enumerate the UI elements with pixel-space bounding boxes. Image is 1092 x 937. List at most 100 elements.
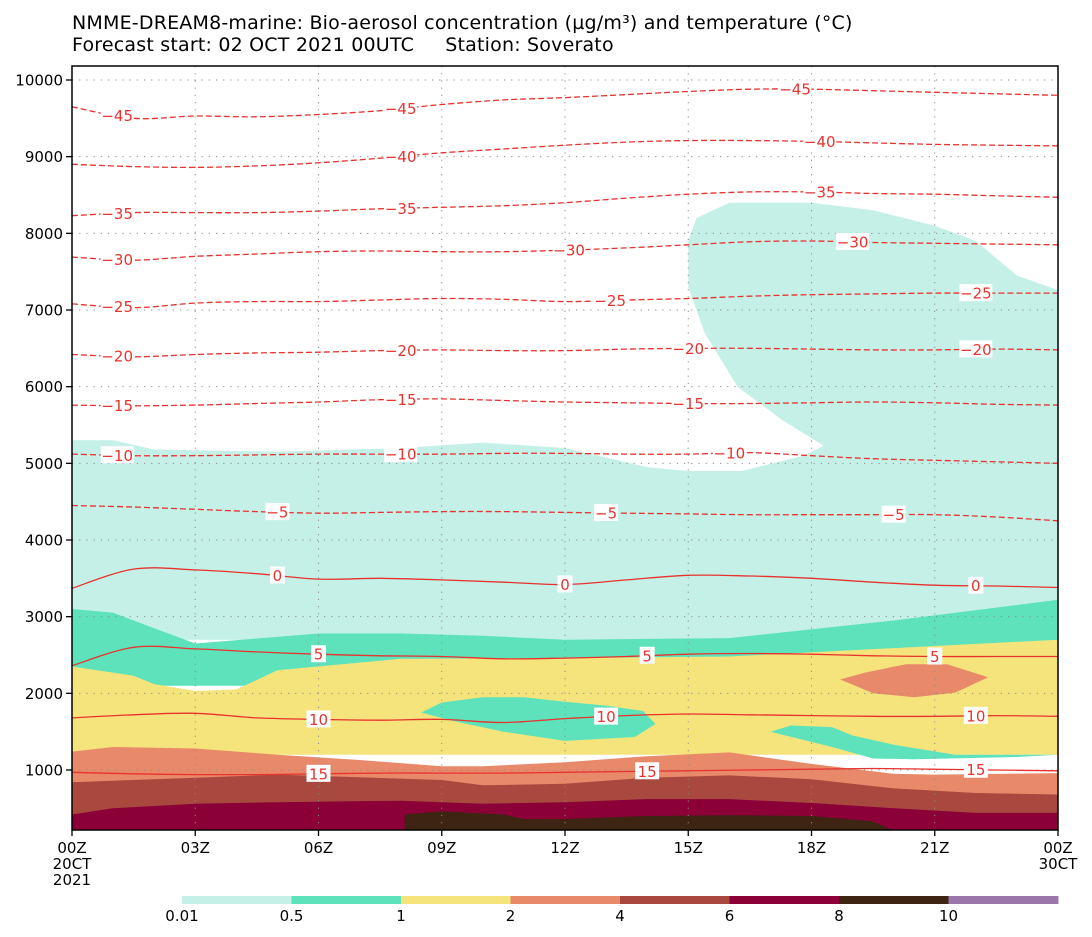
- colorbar-swatch-7: [948, 896, 1059, 904]
- isotherm-label-5-0: −20: [101, 348, 133, 366]
- isotherm-label-bg-4-2: [959, 284, 993, 302]
- x-tick-sublabel-0-1: 2021: [53, 871, 91, 889]
- colorbar-swatch-5: [729, 896, 840, 904]
- isotherm-label-bg-0-1: [384, 99, 418, 117]
- x-tick-label-7: 21Z: [920, 839, 949, 857]
- concentration-region-4: [770, 725, 1058, 760]
- isotherm-label-bg-12-0: [306, 764, 331, 782]
- isotherm-label-12-0: 15: [309, 765, 328, 783]
- isotherm-label-bg-8-1: [594, 503, 619, 521]
- isotherm-label-bg-8-2: [881, 505, 906, 523]
- isotherm-label-bg-11-0: [306, 710, 331, 728]
- x-tick-label-2: 06Z: [304, 839, 333, 857]
- isotherm--25: [72, 292, 1058, 309]
- isotherm-label-bg-5-2: [671, 339, 705, 357]
- isotherm-label-5-1: −20: [385, 342, 417, 360]
- y-tick-label-9: 10000: [15, 72, 63, 90]
- isotherm-layer: −45 −45 −45 −40 −40 −35 −35 −35 −30 −30 −30 −25 −25 −…: [72, 80, 1058, 783]
- concentration-region-6: [840, 664, 989, 698]
- x-tick-label-3: 09Z: [427, 839, 456, 857]
- isotherm-label-bg-1-1: [803, 132, 837, 150]
- isotherm--15: [72, 398, 1058, 407]
- colorbar-swatch-0: [182, 896, 292, 904]
- isotherm-label-10-1: 5: [642, 647, 652, 665]
- isotherm-label-bg-3-0: [100, 250, 134, 268]
- isotherm-label-2-2: −35: [804, 184, 836, 202]
- colorbar-label-7: 10: [939, 907, 958, 925]
- isotherm-label-bg-10-1: [639, 646, 655, 664]
- isotherm-label-4-0: −25: [101, 298, 133, 316]
- isotherm-label-bg-12-1: [635, 762, 660, 780]
- isotherm-label-bg-7-0: [100, 446, 134, 464]
- isotherm-label-7-0: −10: [101, 447, 133, 465]
- chart-subtitle: Forecast start: 02 OCT 2021 00UTC Statio…: [72, 34, 614, 56]
- isotherm-label-bg-9-1: [557, 575, 573, 593]
- isotherm-label-10-0: 5: [314, 646, 324, 664]
- isotherm-label-bg-2-1: [384, 199, 418, 217]
- colorbar-swatch-4: [620, 896, 730, 904]
- isotherm-label-bg-3-1: [552, 241, 586, 259]
- colorbar-label-2: 1: [396, 907, 406, 925]
- isotherm-label-11-1: 10: [597, 708, 616, 726]
- colorbar-label-1: 0.5: [280, 907, 304, 925]
- grid-lines: [72, 66, 1058, 830]
- isotherm-label-4-2: −25: [960, 285, 992, 303]
- isotherm-5: [72, 645, 1058, 667]
- isotherm-label-11-0: 10: [309, 711, 328, 729]
- isotherm-label-bg-3-2: [836, 233, 870, 251]
- y-tick-label-4: 5000: [25, 455, 63, 473]
- x-tick-label-8: 00Z: [1043, 839, 1072, 857]
- colorbar-swatch-6: [839, 896, 949, 904]
- colorbar-label-0: 0.01: [165, 907, 198, 925]
- isotherm-label-bg-9-2: [968, 576, 984, 594]
- y-tick-label-3: 4000: [25, 532, 63, 550]
- isotherm-label-bg-11-2: [963, 706, 988, 724]
- isotherm-label-4-1: −25: [594, 292, 626, 310]
- isotherm-label-8-1: −5: [595, 504, 617, 522]
- isotherm-label-1-1: −40: [804, 133, 836, 151]
- colorbar-swatch-3: [510, 896, 621, 904]
- chart-title: NMME-DREAM8-marine: Bio-aerosol concentr…: [72, 12, 853, 34]
- isotherm-label-bg-6-0: [100, 396, 134, 414]
- isotherm-label-5-2: −20: [672, 340, 704, 358]
- colorbar-label-3: 2: [506, 907, 516, 925]
- isotherm-label-8-2: −5: [883, 506, 905, 524]
- isotherm-15: [72, 767, 1058, 776]
- isotherm--45: [72, 88, 1058, 120]
- y-tick-label-2: 3000: [25, 608, 63, 626]
- isotherm-label-6-2: −15: [672, 395, 704, 413]
- isotherm-label-1-0: −40: [385, 148, 417, 166]
- isotherm-label-bg-0-0: [100, 106, 134, 124]
- y-tick-label-5: 6000: [25, 378, 63, 396]
- isotherm-label-11-2: 10: [966, 707, 985, 725]
- colorbar-swatch-2: [401, 896, 511, 904]
- isotherm-label-12-1: 15: [638, 763, 657, 781]
- isotherm-label-5-3: −20: [960, 341, 992, 359]
- isotherm-label-bg-5-1: [384, 341, 418, 359]
- isotherm-label-bg-11-1: [594, 707, 619, 725]
- isotherm-label-8-0: −5: [266, 504, 288, 522]
- x-tick-label-0: 00Z: [57, 839, 86, 857]
- isotherm-label-bg-4-1: [593, 291, 627, 309]
- colorbar-label-5: 6: [725, 907, 735, 925]
- x-tick-label-1: 03Z: [181, 839, 210, 857]
- x-tick-label-6: 18Z: [797, 839, 826, 857]
- isotherm-label-bg-8-0: [265, 503, 290, 521]
- isotherm-label-0-1: −45: [385, 100, 417, 118]
- isotherm-label-3-2: −30: [837, 234, 869, 252]
- isotherm-label-bg-7-2: [712, 444, 746, 462]
- isotherm-label-bg-10-0: [311, 645, 326, 663]
- y-tick-label-0: 1000: [25, 762, 63, 780]
- isotherm--10: [72, 451, 1058, 464]
- isotherm-label-bg-2-0: [100, 204, 134, 222]
- isotherm-label-bg-9-0: [269, 566, 285, 584]
- y-tick-label-1: 2000: [25, 685, 63, 703]
- isotherm-label-bg-10-2: [927, 647, 943, 665]
- isotherm-label-0-0: −45: [101, 107, 133, 125]
- isotherm-label-12-2: 15: [966, 761, 985, 779]
- isotherm-label-bg-7-1: [384, 445, 418, 463]
- colorbar-label-4: 4: [615, 907, 625, 925]
- isotherm-label-9-2: 0: [971, 577, 981, 595]
- isotherm--40: [72, 139, 1058, 169]
